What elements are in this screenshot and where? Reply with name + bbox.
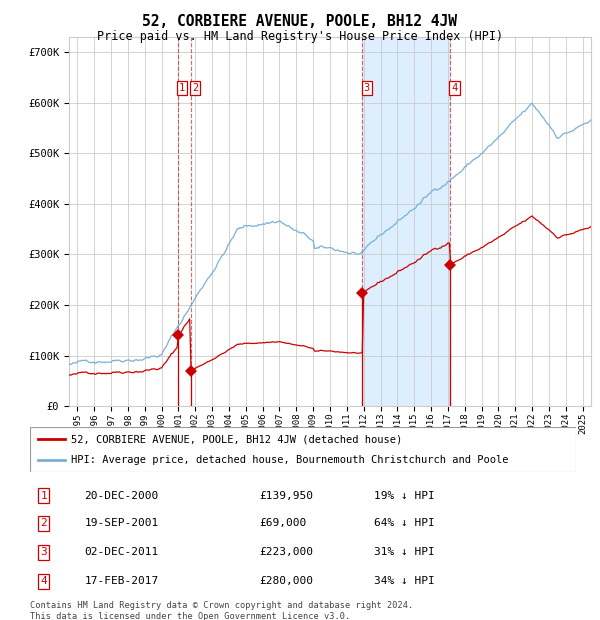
Text: 52, CORBIERE AVENUE, POOLE, BH12 4JW: 52, CORBIERE AVENUE, POOLE, BH12 4JW xyxy=(143,14,458,29)
Text: £280,000: £280,000 xyxy=(259,577,313,587)
Text: £223,000: £223,000 xyxy=(259,547,313,557)
Text: 1: 1 xyxy=(179,82,185,93)
Text: £69,000: £69,000 xyxy=(259,518,307,528)
Text: Price paid vs. HM Land Registry's House Price Index (HPI): Price paid vs. HM Land Registry's House … xyxy=(97,30,503,43)
FancyBboxPatch shape xyxy=(30,427,576,472)
Text: Contains HM Land Registry data © Crown copyright and database right 2024.
This d: Contains HM Land Registry data © Crown c… xyxy=(30,601,413,620)
Text: 31% ↓ HPI: 31% ↓ HPI xyxy=(374,547,435,557)
Text: 3: 3 xyxy=(364,82,370,93)
Bar xyxy=(362,37,450,406)
Text: £139,950: £139,950 xyxy=(259,490,313,500)
Text: 3: 3 xyxy=(40,547,47,557)
Text: 4: 4 xyxy=(40,577,47,587)
Text: 1: 1 xyxy=(40,490,47,500)
Text: 20-DEC-2000: 20-DEC-2000 xyxy=(85,490,159,500)
Text: 64% ↓ HPI: 64% ↓ HPI xyxy=(374,518,435,528)
Text: 2: 2 xyxy=(40,518,47,528)
Text: 34% ↓ HPI: 34% ↓ HPI xyxy=(374,577,435,587)
Text: 52, CORBIERE AVENUE, POOLE, BH12 4JW (detached house): 52, CORBIERE AVENUE, POOLE, BH12 4JW (de… xyxy=(71,435,402,445)
Text: 02-DEC-2011: 02-DEC-2011 xyxy=(85,547,159,557)
Text: 4: 4 xyxy=(451,82,457,93)
Text: 19% ↓ HPI: 19% ↓ HPI xyxy=(374,490,435,500)
Text: HPI: Average price, detached house, Bournemouth Christchurch and Poole: HPI: Average price, detached house, Bour… xyxy=(71,455,508,465)
Text: 2: 2 xyxy=(192,82,198,93)
Text: 17-FEB-2017: 17-FEB-2017 xyxy=(85,577,159,587)
Text: 19-SEP-2001: 19-SEP-2001 xyxy=(85,518,159,528)
